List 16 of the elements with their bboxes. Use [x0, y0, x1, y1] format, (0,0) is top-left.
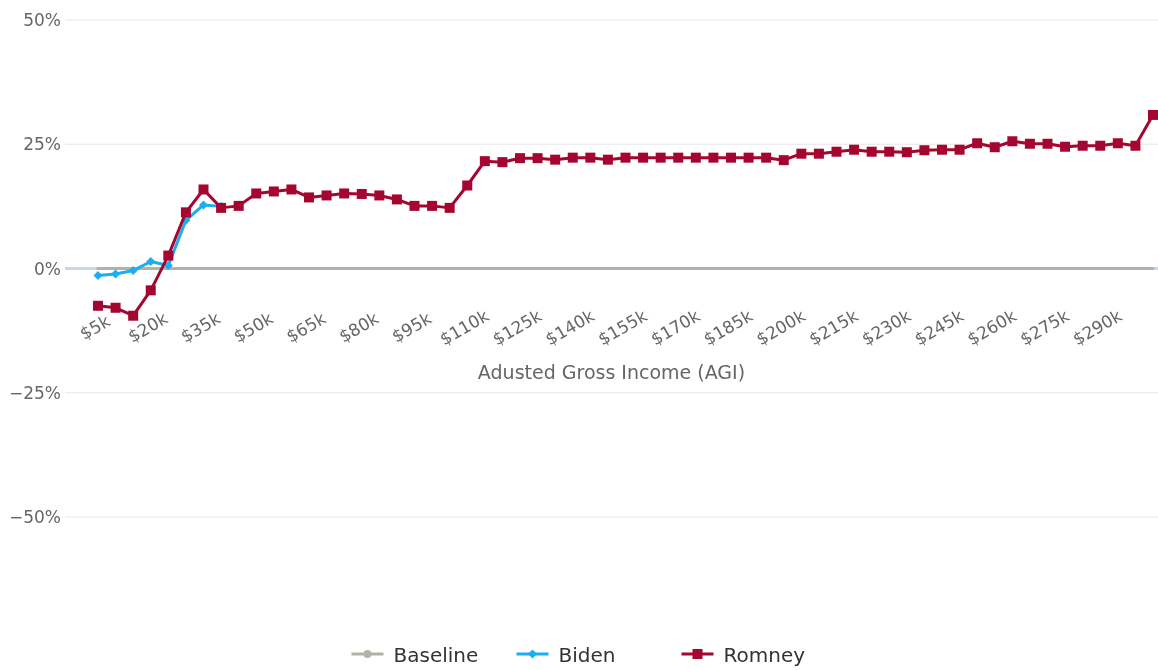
- y-tick-label: −50%: [8, 507, 61, 527]
- y-tick-label: 25%: [23, 134, 61, 155]
- legend-label: Baseline: [393, 643, 479, 667]
- point: [111, 269, 121, 279]
- point: [93, 270, 103, 280]
- x-axis-title: Adusted Gross Income (AGI): [477, 360, 746, 383]
- legend-label: Biden: [558, 643, 616, 667]
- x-tick-label: $5k: [76, 310, 114, 344]
- y-tick-label: −25%: [8, 382, 61, 403]
- legend-label: Romney: [723, 643, 806, 667]
- point: [128, 265, 138, 275]
- y-tick-label: 0%: [34, 258, 61, 279]
- point: [146, 257, 156, 267]
- y-tick-label: 50%: [23, 10, 61, 30]
- point: [163, 261, 173, 271]
- point: [199, 200, 208, 210]
